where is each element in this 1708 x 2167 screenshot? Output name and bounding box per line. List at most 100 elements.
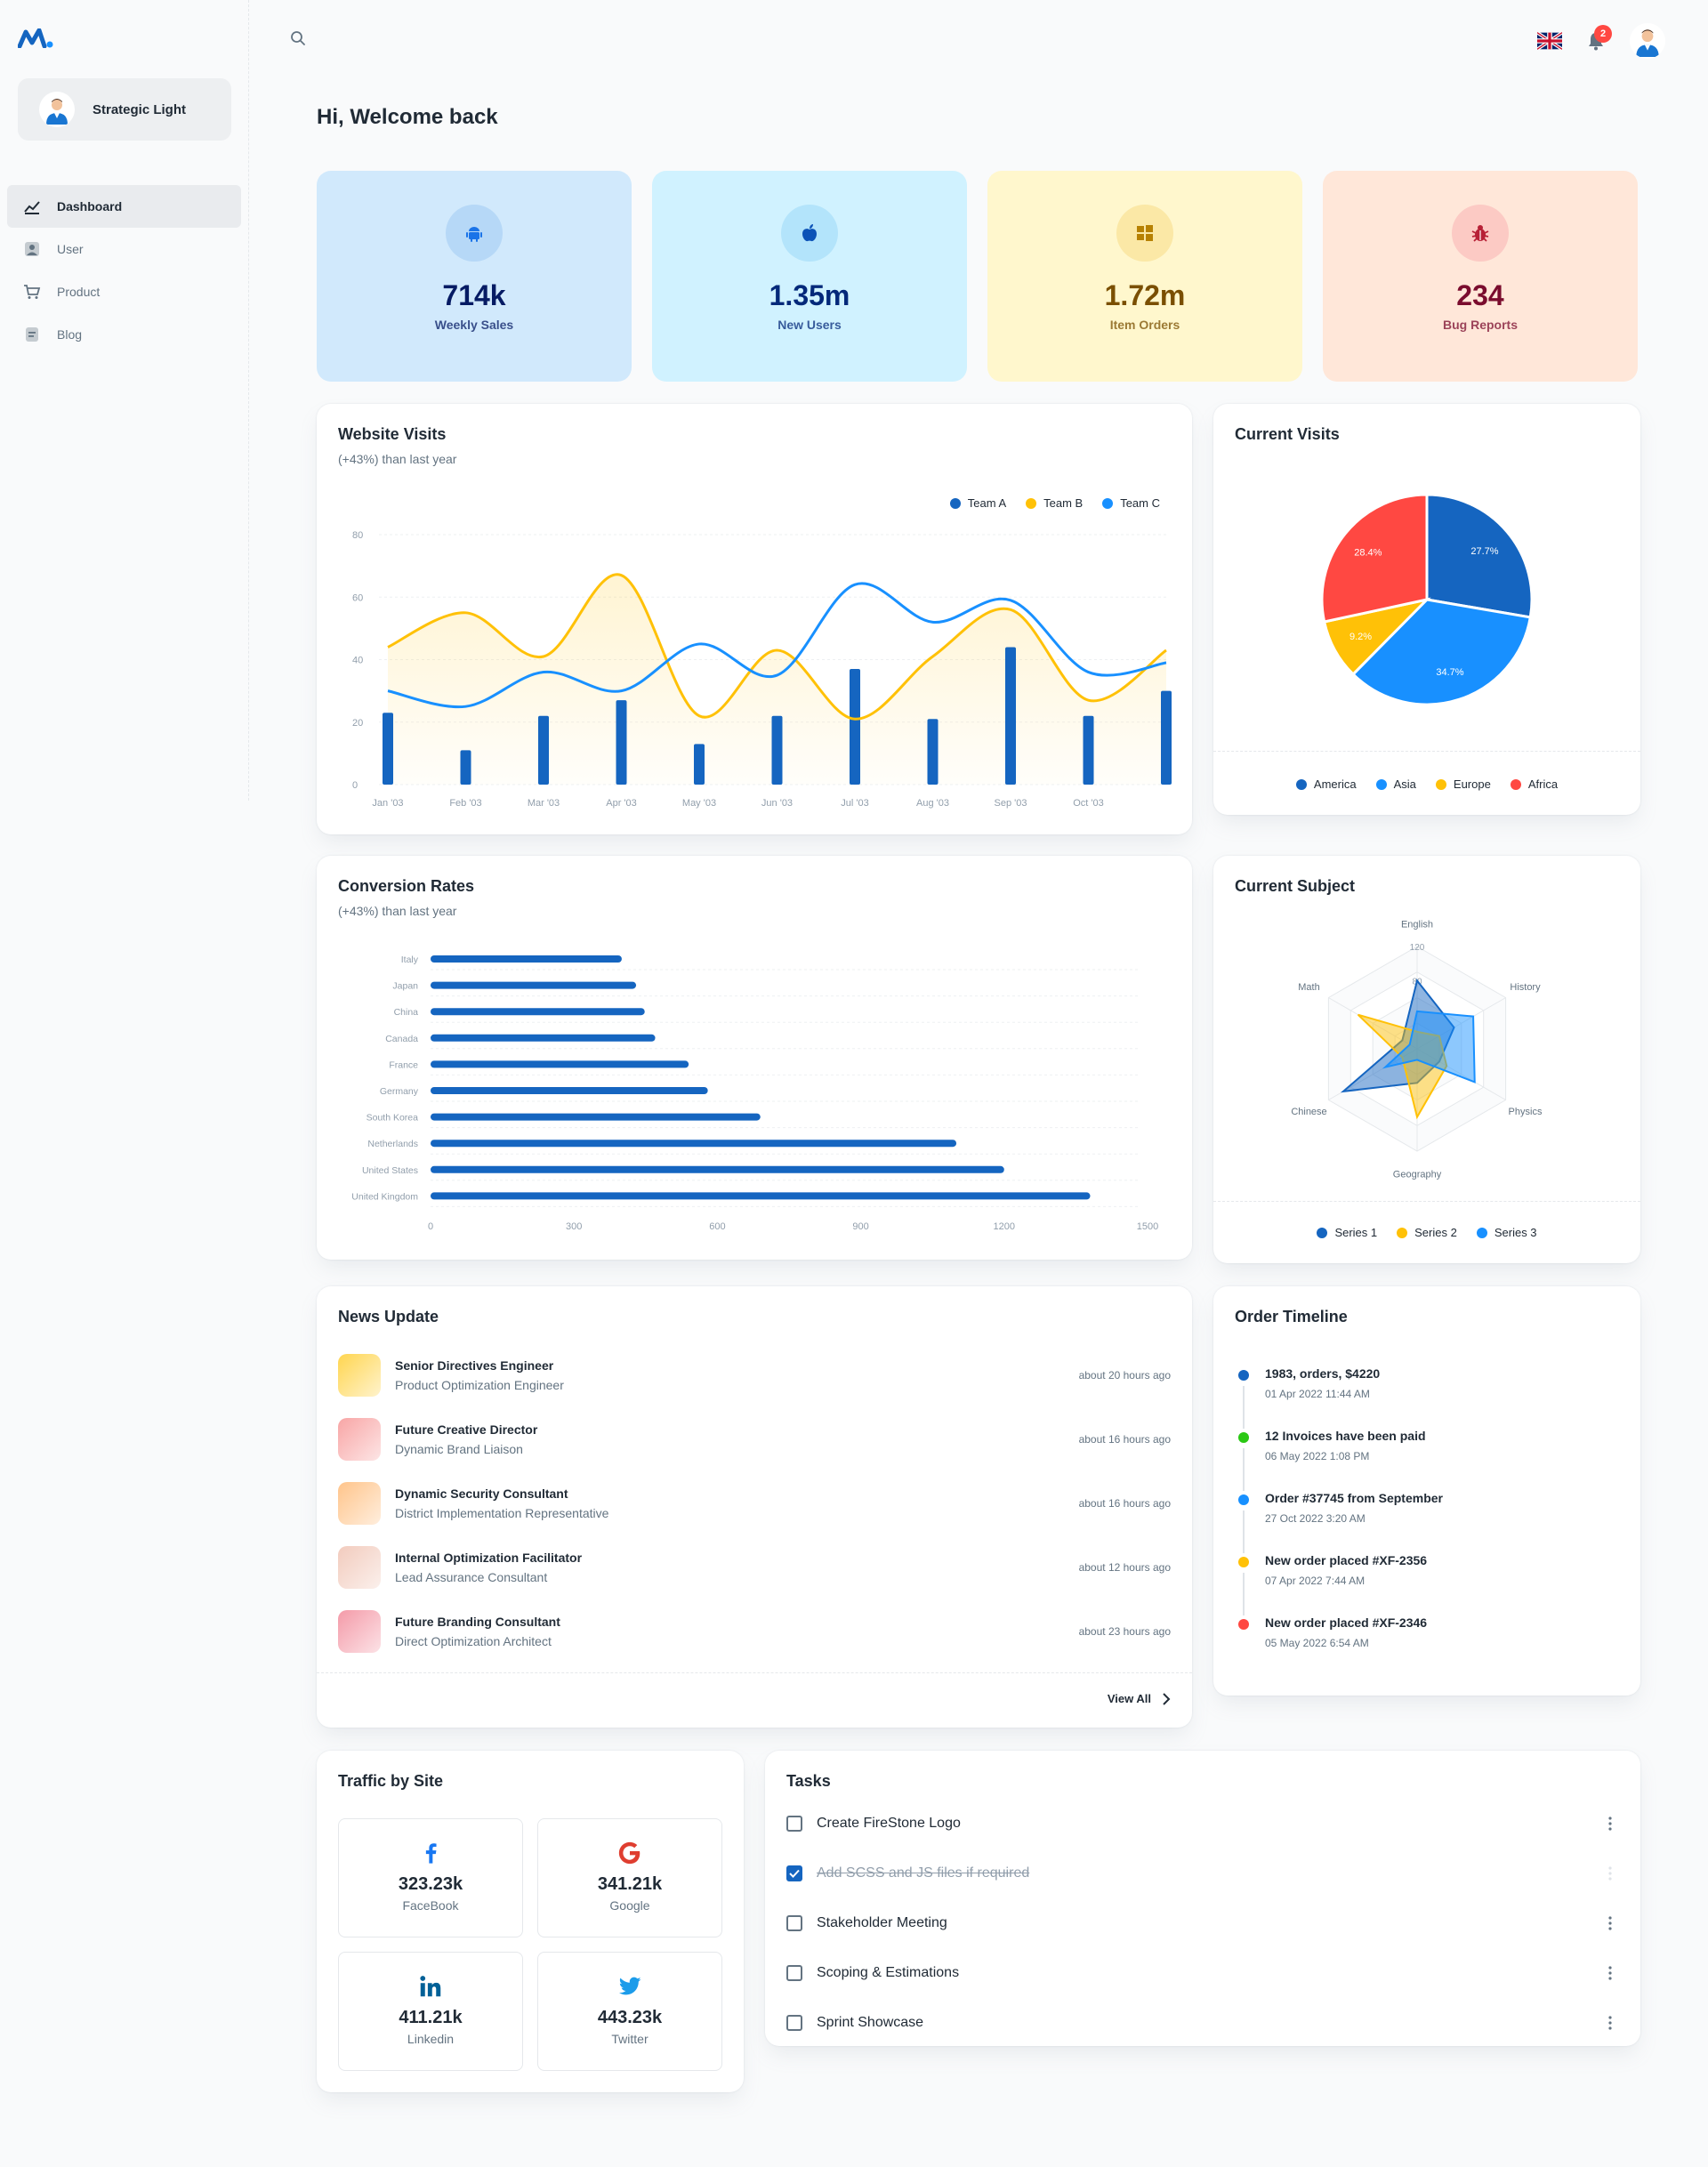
- current-visits-card: Current Visits 27.7% 34.7% 9.2% 28.4% Ameri…: [1213, 404, 1640, 815]
- uk-flag-icon[interactable]: [1535, 31, 1564, 51]
- document-icon: [23, 326, 41, 343]
- more-vertical-icon[interactable]: [1601, 1914, 1619, 1932]
- radar-series-3[interactable]: [1382, 1010, 1476, 1084]
- legend-item[interactable]: Team A: [949, 496, 1006, 510]
- list-item[interactable]: Dynamic Security Consultant District Impl…: [338, 1480, 1171, 1527]
- more-vertical-icon[interactable]: [1601, 1815, 1619, 1833]
- news-title[interactable]: Dynamic Security Consultant: [395, 1486, 568, 1501]
- team-a-bar[interactable]: [383, 713, 393, 785]
- radar-series-2[interactable]: [1357, 1013, 1448, 1120]
- y-tick-label: Italy: [401, 955, 419, 965]
- task-label[interactable]: Stakeholder Meeting: [817, 1915, 947, 1930]
- legend-label: Team B: [1043, 496, 1084, 510]
- conversion-bar[interactable]: [431, 1165, 1004, 1173]
- timeline-item: 1983, orders, $4220 01 Apr 2022 11:44 AM: [1238, 1366, 1380, 1429]
- team-a-bar[interactable]: [1005, 647, 1016, 785]
- task-label[interactable]: Create FireStone Logo: [817, 1816, 961, 1831]
- website-visits-card: Website Visits (+43%) than last year Tea…: [317, 404, 1192, 834]
- sidebar-item-label: Blog: [57, 327, 83, 342]
- legend-item[interactable]: Series 3: [1476, 1226, 1537, 1239]
- task-label[interactable]: Scoping & Estimations: [817, 1965, 960, 1980]
- task-checkbox[interactable]: [786, 1965, 802, 1981]
- list-item[interactable]: Internal Optimization Facilitator Lead As…: [338, 1544, 1171, 1591]
- task-label[interactable]: Sprint Showcase: [817, 2015, 924, 2030]
- team-a-bar[interactable]: [1161, 690, 1172, 785]
- task-item: Scoping & Estimations: [786, 1955, 1619, 1991]
- list-item[interactable]: Senior Directives Engineer Product Optimi…: [338, 1352, 1171, 1398]
- site-facebook[interactable]: 323.23k FaceBook: [338, 1818, 523, 1937]
- notification-button[interactable]: 2: [1585, 25, 1612, 52]
- chart-legend: Series 1 Series 2 Series 3: [1213, 1226, 1640, 1239]
- y-tick-label: United States: [362, 1165, 418, 1176]
- more-vertical-icon[interactable]: [1601, 2014, 1619, 2032]
- site-google[interactable]: 341.21k Google: [537, 1818, 722, 1937]
- legend-item[interactable]: Series 2: [1397, 1226, 1457, 1239]
- pie-slice-label: 34.7%: [1436, 667, 1463, 678]
- legend-item[interactable]: Africa: [1510, 777, 1558, 791]
- legend-item[interactable]: America: [1295, 777, 1357, 791]
- pie-slice-asia[interactable]: [1350, 598, 1533, 706]
- user-avatar[interactable]: [1630, 23, 1665, 59]
- conversion-bar[interactable]: [431, 1140, 957, 1148]
- task-checkbox[interactable]: [786, 1816, 802, 1832]
- view-all-button[interactable]: View All: [1108, 1692, 1171, 1705]
- team-a-bar[interactable]: [850, 669, 860, 785]
- card-title: Current Visits: [1235, 425, 1340, 443]
- task-label[interactable]: Add SCSS and JS files if required: [817, 1865, 1030, 1881]
- team-a-bar[interactable]: [771, 715, 783, 785]
- sidebar: Strategic Light Dashboard User Product Blog: [0, 0, 249, 801]
- pie-slice-america[interactable]: [1425, 493, 1534, 619]
- sidebar-item-label: Product: [57, 285, 101, 299]
- task-checkbox[interactable]: [786, 2015, 802, 2031]
- conversion-bar[interactable]: [431, 1192, 1091, 1200]
- pie-slice-africa[interactable]: [1320, 493, 1429, 624]
- timeline-title: New order placed #XF-2356: [1265, 1553, 1428, 1567]
- legend-item[interactable]: Asia: [1375, 777, 1416, 791]
- sidebar-item-blog[interactable]: Blog: [7, 313, 241, 356]
- team-a-bar[interactable]: [460, 750, 471, 785]
- conversion-bar[interactable]: [431, 1113, 761, 1121]
- task-checkbox[interactable]: [786, 1865, 802, 1881]
- team-a-bar[interactable]: [1083, 715, 1094, 785]
- x-tick-label: Apr '03: [606, 798, 637, 809]
- news-title[interactable]: Future Branding Consultant: [395, 1615, 560, 1629]
- timeline-time: 27 Oct 2022 3:20 AM: [1265, 1512, 1366, 1525]
- list-item[interactable]: Future Creative Director Dynamic Brand Li…: [338, 1416, 1171, 1462]
- news-title[interactable]: Internal Optimization Facilitator: [395, 1551, 583, 1565]
- task-checkbox[interactable]: [786, 1915, 802, 1931]
- news-description: District Implementation Representative: [395, 1506, 609, 1520]
- search-icon[interactable]: [290, 30, 306, 51]
- legend-item[interactable]: Team B: [1026, 496, 1083, 510]
- news-title[interactable]: Future Creative Director: [395, 1422, 538, 1437]
- news-title[interactable]: Senior Directives Engineer: [395, 1358, 554, 1373]
- team-a-bar[interactable]: [927, 719, 939, 785]
- conversion-bar[interactable]: [431, 955, 622, 963]
- logo[interactable]: [17, 28, 53, 52]
- site-label: Google: [609, 1898, 650, 1913]
- sidebar-item-product[interactable]: Product: [7, 270, 241, 313]
- list-item[interactable]: Future Branding Consultant Direct Optimiz…: [338, 1608, 1171, 1655]
- site-linkedin[interactable]: 411.21k Linkedin: [338, 1952, 523, 2071]
- timeline-dot: [1238, 1494, 1249, 1505]
- account-card[interactable]: Strategic Light: [18, 78, 231, 141]
- sidebar-item-dashboard[interactable]: Dashboard: [7, 185, 241, 228]
- team-a-bar[interactable]: [538, 715, 549, 785]
- conversion-bar[interactable]: [431, 1008, 645, 1016]
- team-a-bar[interactable]: [694, 744, 705, 785]
- site-twitter[interactable]: 443.23k Twitter: [537, 1952, 722, 2071]
- conversion-bar[interactable]: [431, 1034, 656, 1042]
- conversion-bar[interactable]: [431, 1060, 689, 1068]
- sidebar-item-user[interactable]: User: [7, 228, 241, 270]
- sidebar-item-label: Dashboard: [57, 199, 123, 213]
- legend-item[interactable]: Team C: [1102, 496, 1160, 510]
- legend-dot: [949, 497, 961, 509]
- conversion-bar[interactable]: [431, 981, 637, 989]
- legend-item[interactable]: Europe: [1435, 777, 1491, 791]
- team-a-bar[interactable]: [616, 700, 627, 785]
- more-vertical-icon[interactable]: [1601, 1964, 1619, 1982]
- check-icon: [789, 1869, 800, 1878]
- conversion-bar[interactable]: [431, 1087, 708, 1094]
- stat-value: 714k: [442, 279, 506, 311]
- more-vertical-icon[interactable]: [1601, 1865, 1619, 1882]
- legend-item[interactable]: Series 1: [1317, 1226, 1377, 1239]
